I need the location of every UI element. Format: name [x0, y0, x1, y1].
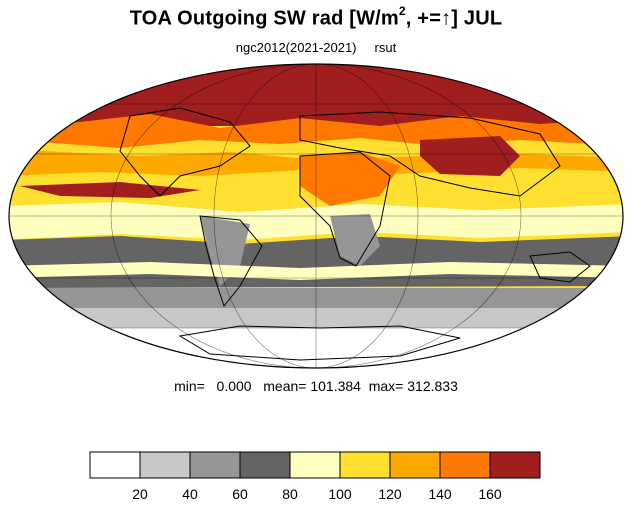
colorbar-label: 140 — [428, 486, 452, 502]
title-text: TOA Outgoing SW rad [W/m — [129, 7, 399, 30]
map-border — [8, 63, 624, 369]
colorbar-box — [139, 451, 191, 479]
colorbar-label: 60 — [232, 486, 248, 502]
title-suffix: , +=↑] JUL — [405, 7, 503, 30]
plot-title: TOA Outgoing SW rad [W/m2, +=↑] JUL — [0, 4, 632, 31]
colorbar-label: 40 — [182, 486, 198, 502]
plot-subtitle: ngc2012(2021-2021) rsut — [0, 40, 632, 55]
coastlines — [119, 107, 591, 361]
colorbar-box — [239, 451, 291, 479]
field-statistics: min= 0.000 mean= 101.384 max= 312.833 — [0, 378, 632, 394]
colorbar-label: 20 — [132, 486, 148, 502]
colorbar-box — [389, 451, 441, 479]
colorbar-box — [189, 451, 241, 479]
colorbar-label: 100 — [328, 486, 352, 502]
colorbar: 20 40 60 80 100 120 140 160 — [89, 451, 541, 502]
colorbar-box — [89, 451, 141, 479]
world-map — [8, 63, 624, 369]
min-value: 0.000 — [216, 378, 252, 394]
min-label: min= — [174, 378, 205, 394]
mean-value: 101.384 — [310, 378, 361, 394]
variable-name: rsut — [374, 40, 397, 55]
colorbar-label: 160 — [478, 486, 502, 502]
colorbar-box — [489, 451, 541, 479]
max-label: max= — [368, 378, 404, 394]
colorbar-label: 120 — [378, 486, 402, 502]
max-value: 312.833 — [407, 378, 458, 394]
colorbar-label: 80 — [282, 486, 298, 502]
mean-label: mean= — [263, 378, 307, 394]
colorbar-box — [289, 451, 341, 479]
colorbar-box — [439, 451, 491, 479]
colorbar-box — [339, 451, 391, 479]
case-name: ngc2012(2021-2021) — [235, 40, 357, 55]
title-superscript: 2 — [398, 4, 406, 18]
